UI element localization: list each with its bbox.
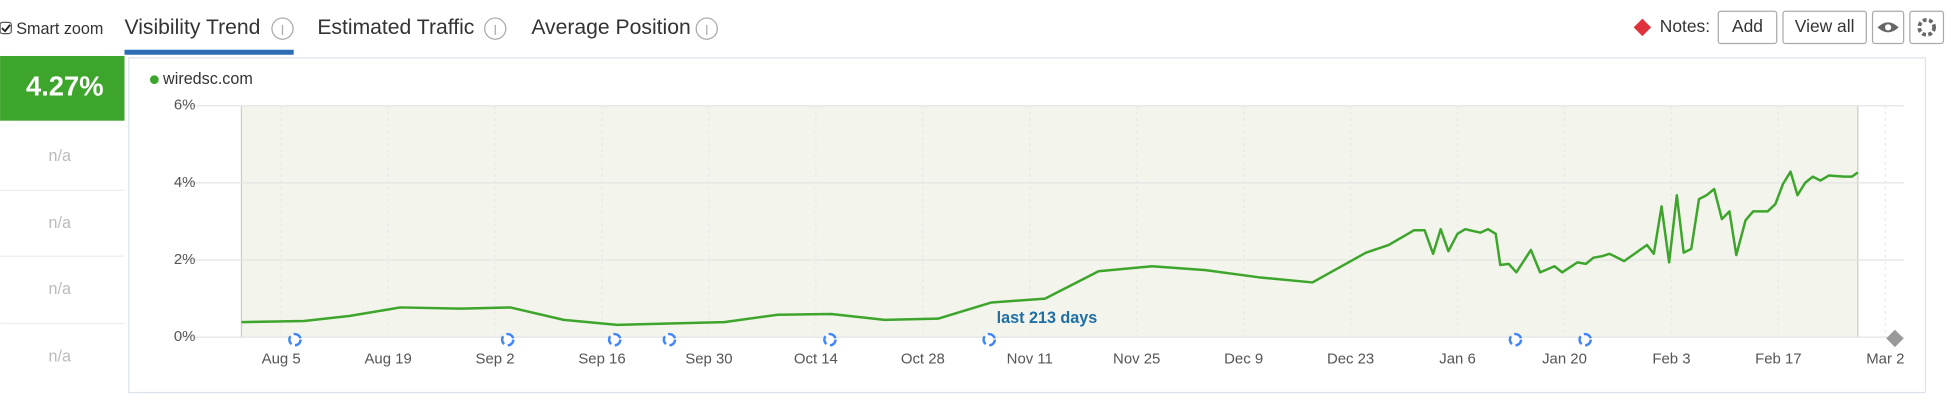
legend-dot [149, 75, 159, 84]
tab[interactable]: Estimated Traffic [317, 16, 474, 39]
notes-label: Notes: [1660, 16, 1710, 36]
smart-zoom: Smart zoom [16, 20, 103, 38]
x-tick-label: Feb 17 [1755, 351, 1801, 368]
y-tick-label: 6% [174, 97, 196, 114]
gear-icon [1917, 18, 1936, 37]
y-tick-label: 0% [174, 328, 196, 345]
google-update-icon [607, 332, 622, 347]
info-icons [271, 17, 718, 40]
notes-diamond [1633, 18, 1652, 37]
tab[interactable]: Average Position [531, 16, 690, 39]
x-tick-label: Oct 28 [901, 351, 945, 368]
series-line [241, 170, 1859, 327]
add-label: Add [1732, 16, 1763, 36]
x-tick-label: Sep 30 [685, 351, 732, 368]
x-tick-label: Jan 6 [1439, 351, 1476, 368]
checkbox[interactable] [0, 21, 12, 35]
x-tick-label: Dec 23 [1327, 351, 1374, 368]
google-update-icon [982, 332, 997, 347]
end-marker [1886, 329, 1904, 348]
summary-value: 4.27% [26, 71, 104, 102]
x-tick-label: Aug 5 [262, 351, 301, 368]
legend-label: wiredsc.com [162, 70, 253, 88]
google-update-icon [288, 332, 302, 347]
summary-row: n/a [49, 214, 71, 232]
summary-row: n/a [49, 347, 71, 365]
annotation: last 213 days [997, 309, 1098, 327]
settings-button[interactable] [1909, 10, 1945, 45]
tab-underline [124, 49, 294, 55]
x-tick-label: Sep 2 [476, 351, 515, 368]
summary-separators [0, 189, 125, 325]
x-tick-label: Aug 19 [364, 351, 411, 368]
google-update-icon [1508, 332, 1523, 347]
x-tick-label: Dec 9 [1224, 351, 1263, 368]
summary-row: n/a [49, 147, 71, 165]
tab[interactable]: Visibility Trend [124, 16, 260, 39]
x-tick-label: Feb 3 [1652, 351, 1690, 368]
view-all-button[interactable] [1782, 10, 1867, 45]
view-all-label: View all [1795, 16, 1855, 36]
plot-background [241, 105, 1858, 338]
y-tick-label: 2% [174, 251, 196, 268]
add-button[interactable] [1717, 10, 1778, 45]
google-update-icon [1578, 332, 1592, 347]
google-update-icon [662, 332, 677, 347]
x-tick-label: Jan 20 [1542, 351, 1587, 368]
x-tick-label: Mar 2 [1866, 351, 1904, 368]
google-update-icon [823, 332, 837, 347]
plot: 0% 2% 4% 6% Aug 5 Aug 19 Sep 2 Sep 16 Sep 30 Oct … [149, 70, 1904, 368]
check [1, 24, 11, 33]
google-update-icon [500, 332, 515, 347]
eye-pupil [1884, 24, 1892, 31]
summary-box [0, 55, 125, 121]
x-tick-label: Nov 25 [1113, 351, 1160, 368]
x-tick-label: Oct 14 [794, 351, 838, 368]
x-tick-label: Nov 11 [1007, 351, 1053, 368]
x-tick-label: Sep 16 [578, 351, 625, 368]
summary-row: n/a [49, 280, 71, 298]
y-tick-label: 4% [174, 174, 196, 191]
